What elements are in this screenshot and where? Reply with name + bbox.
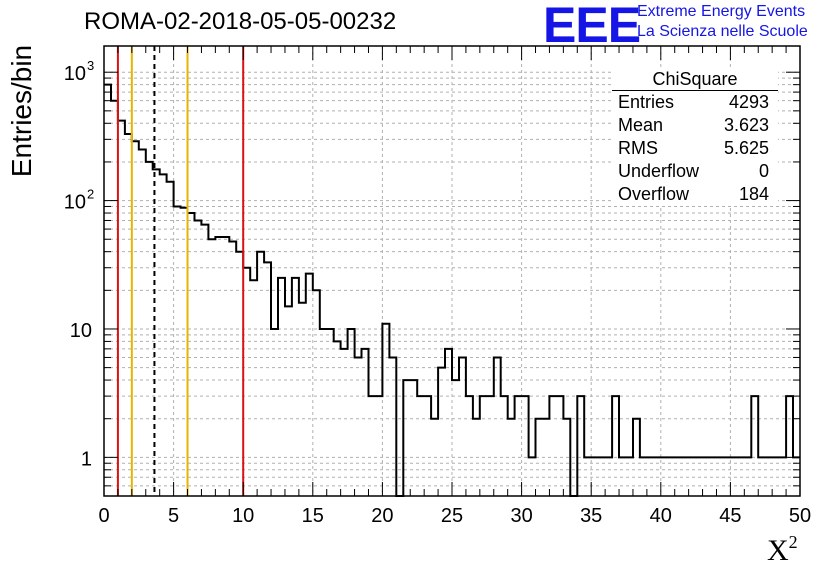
histogram-line xyxy=(104,83,800,497)
y-tick-exponent: 3 xyxy=(87,58,94,73)
chart-title: ROMA-02-2018-05-05-00232 xyxy=(84,8,397,35)
stats-value: 4293 xyxy=(728,92,769,112)
logo-line-2: La Scienza nelle Scuole xyxy=(637,23,808,40)
stats-key: Entries xyxy=(618,92,675,112)
stats-title: ChiSquare xyxy=(612,68,778,91)
x-tick-label: 40 xyxy=(650,505,672,527)
eee-logo: EEE xyxy=(543,0,641,53)
stats-row: Entries 4293 xyxy=(612,91,778,114)
x-tick-label: 20 xyxy=(371,505,393,527)
y-tick-label: 10 xyxy=(64,63,86,85)
x-tick-label: 0 xyxy=(98,505,109,527)
grid-lines xyxy=(104,46,800,497)
reference-lines xyxy=(116,46,245,496)
y-tick-exponent: 2 xyxy=(87,187,94,202)
stats-value: 5.625 xyxy=(723,138,769,158)
x-tick-label: 35 xyxy=(580,505,602,527)
stats-key: Underflow xyxy=(618,161,700,181)
stats-key: RMS xyxy=(618,138,658,158)
x-axis-label: X2 xyxy=(767,532,798,567)
stats-value: 184 xyxy=(738,184,769,204)
x-tick-label: 50 xyxy=(789,505,811,527)
y-tick-label: 10 xyxy=(70,320,92,342)
x-tick-label: 5 xyxy=(168,505,179,527)
stats-box: ChiSquare Entries 4293 Mean 3.623 RMS 5.625… xyxy=(612,68,778,206)
stats-key: Mean xyxy=(618,115,664,135)
stats-key: Overflow xyxy=(618,184,690,204)
x-tick-label: 45 xyxy=(719,505,741,527)
x-tick-label: 15 xyxy=(302,505,324,527)
x-tick-label: 30 xyxy=(510,505,532,527)
y-tick-label: 10 xyxy=(64,192,86,214)
x-tick-label: 25 xyxy=(441,505,463,527)
y-tick-label: 1 xyxy=(81,448,92,470)
stats-value: 0 xyxy=(758,161,769,181)
x-tick-label: 10 xyxy=(232,505,254,527)
stats-value: 3.623 xyxy=(723,115,769,135)
stats-row: Mean 3.623 xyxy=(612,114,778,137)
stats-row: Underflow 0 xyxy=(612,160,778,183)
logo-line-1: Extreme Energy Events xyxy=(637,3,806,20)
stats-row: RMS 5.625 xyxy=(612,137,778,160)
axis-ticks xyxy=(103,46,801,497)
stats-row: Overflow 184 xyxy=(612,183,778,206)
y-axis-label: Entries/bin xyxy=(6,44,37,178)
